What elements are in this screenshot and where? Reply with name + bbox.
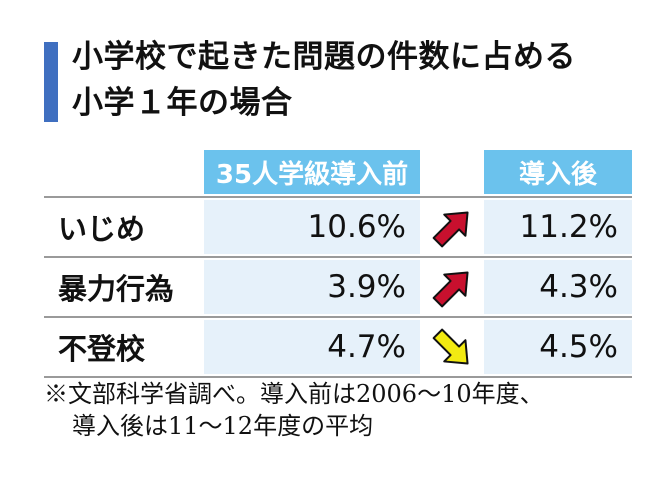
comparison-table: 35人学級導入前 導入後 いじめ 10.6% 11.2% 暴力行為 3.9% 4… (44, 150, 632, 378)
trend-arrow-shape (432, 328, 469, 365)
chart-title-line-1: 小学校で起きた問題の件数に占める (72, 39, 576, 75)
value-before: 4.7% (204, 320, 420, 374)
value-after: 11.2% (484, 200, 632, 254)
chart-title: 小学校で起きた問題の件数に占める 小学１年の場合 (72, 34, 576, 126)
source-note-line-2: 導入後は11～12年度の平均 (72, 412, 374, 440)
title-accent-bar (44, 42, 58, 122)
table-row-bullying: いじめ 10.6% 11.2% (44, 198, 632, 256)
value-before: 10.6% (204, 200, 420, 254)
row-label: 不登校 (58, 332, 146, 366)
table-row-truancy: 不登校 4.7% 4.5% (44, 318, 632, 376)
trend-up-arrow-icon (432, 271, 469, 308)
row-divider (44, 196, 632, 198)
value-after: 4.5% (484, 320, 632, 374)
source-note: ※文部科学省調べ。導入前は2006～10年度、 導入後は11～12年度の平均 (44, 378, 644, 442)
column-header-before: 35人学級導入前 (204, 150, 420, 194)
trend-arrow-shape (432, 271, 469, 308)
source-note-line-1: ※文部科学省調べ。導入前は2006～10年度、 (44, 380, 544, 408)
row-divider (44, 256, 632, 258)
trend-up-arrow-icon (432, 211, 469, 248)
row-label: いじめ (58, 212, 146, 246)
chart-title-line-2: 小学１年の場合 (72, 85, 293, 121)
row-divider (44, 376, 632, 378)
value-before: 3.9% (204, 260, 420, 314)
trend-down-arrow-icon (432, 328, 469, 365)
row-label: 暴力行為 (58, 272, 175, 306)
table-row-violence: 暴力行為 3.9% 4.3% (44, 258, 632, 316)
column-header-after: 導入後 (484, 150, 632, 194)
value-after: 4.3% (484, 260, 632, 314)
row-divider (44, 316, 632, 318)
trend-arrow-shape (432, 211, 469, 248)
